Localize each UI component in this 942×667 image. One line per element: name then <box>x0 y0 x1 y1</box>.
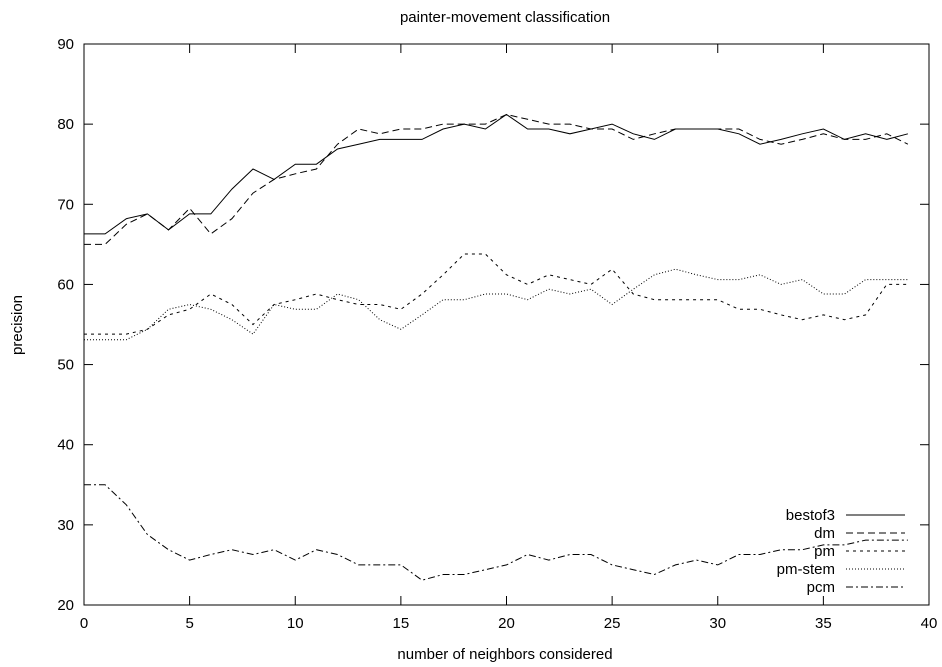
x-axis-label: number of neighbors considered <box>397 646 612 663</box>
x-tick-label: 30 <box>709 615 726 632</box>
x-tick-label: 40 <box>921 615 938 632</box>
x-tick-label: 20 <box>498 615 515 632</box>
series-layer <box>84 113 909 581</box>
y-tick-label: 80 <box>57 116 74 133</box>
y-tick-label: 70 <box>57 196 74 213</box>
x-tick-label: 25 <box>604 615 621 632</box>
x-axis: 0 5 10 15 20 25 30 35 40 <box>80 44 938 632</box>
y-tick-label: 60 <box>57 276 74 293</box>
series-line-pm-stem <box>84 268 908 341</box>
x-tick-label: 10 <box>287 615 304 632</box>
y-tick-label: 90 <box>57 36 74 53</box>
chart-title: painter-movement classification <box>400 9 610 26</box>
x-tick-label: 15 <box>393 615 410 632</box>
y-axis: 20 30 40 50 60 70 80 90 <box>57 36 929 614</box>
legend-label-pm-stem: pm-stem <box>777 561 835 578</box>
x-tick-label: 35 <box>815 615 832 632</box>
series-line-pm <box>84 253 908 335</box>
y-tick-label: 30 <box>57 517 74 534</box>
series-line-pcm <box>84 484 908 581</box>
y-tick-label: 20 <box>57 597 74 614</box>
legend-label-dm: dm <box>814 525 835 542</box>
legend-label-bestof3: bestof3 <box>786 507 835 524</box>
x-tick-label: 5 <box>185 615 193 632</box>
y-axis-label: precision <box>9 295 26 355</box>
legend-label-pcm: pcm <box>807 579 835 596</box>
x-tick-label: 0 <box>80 615 88 632</box>
legend-label-pm: pm <box>814 543 835 560</box>
series-line-bestof3 <box>84 113 909 235</box>
y-tick-label: 40 <box>57 437 74 454</box>
series-line-dm <box>84 113 909 245</box>
y-tick-label: 50 <box>57 357 74 374</box>
